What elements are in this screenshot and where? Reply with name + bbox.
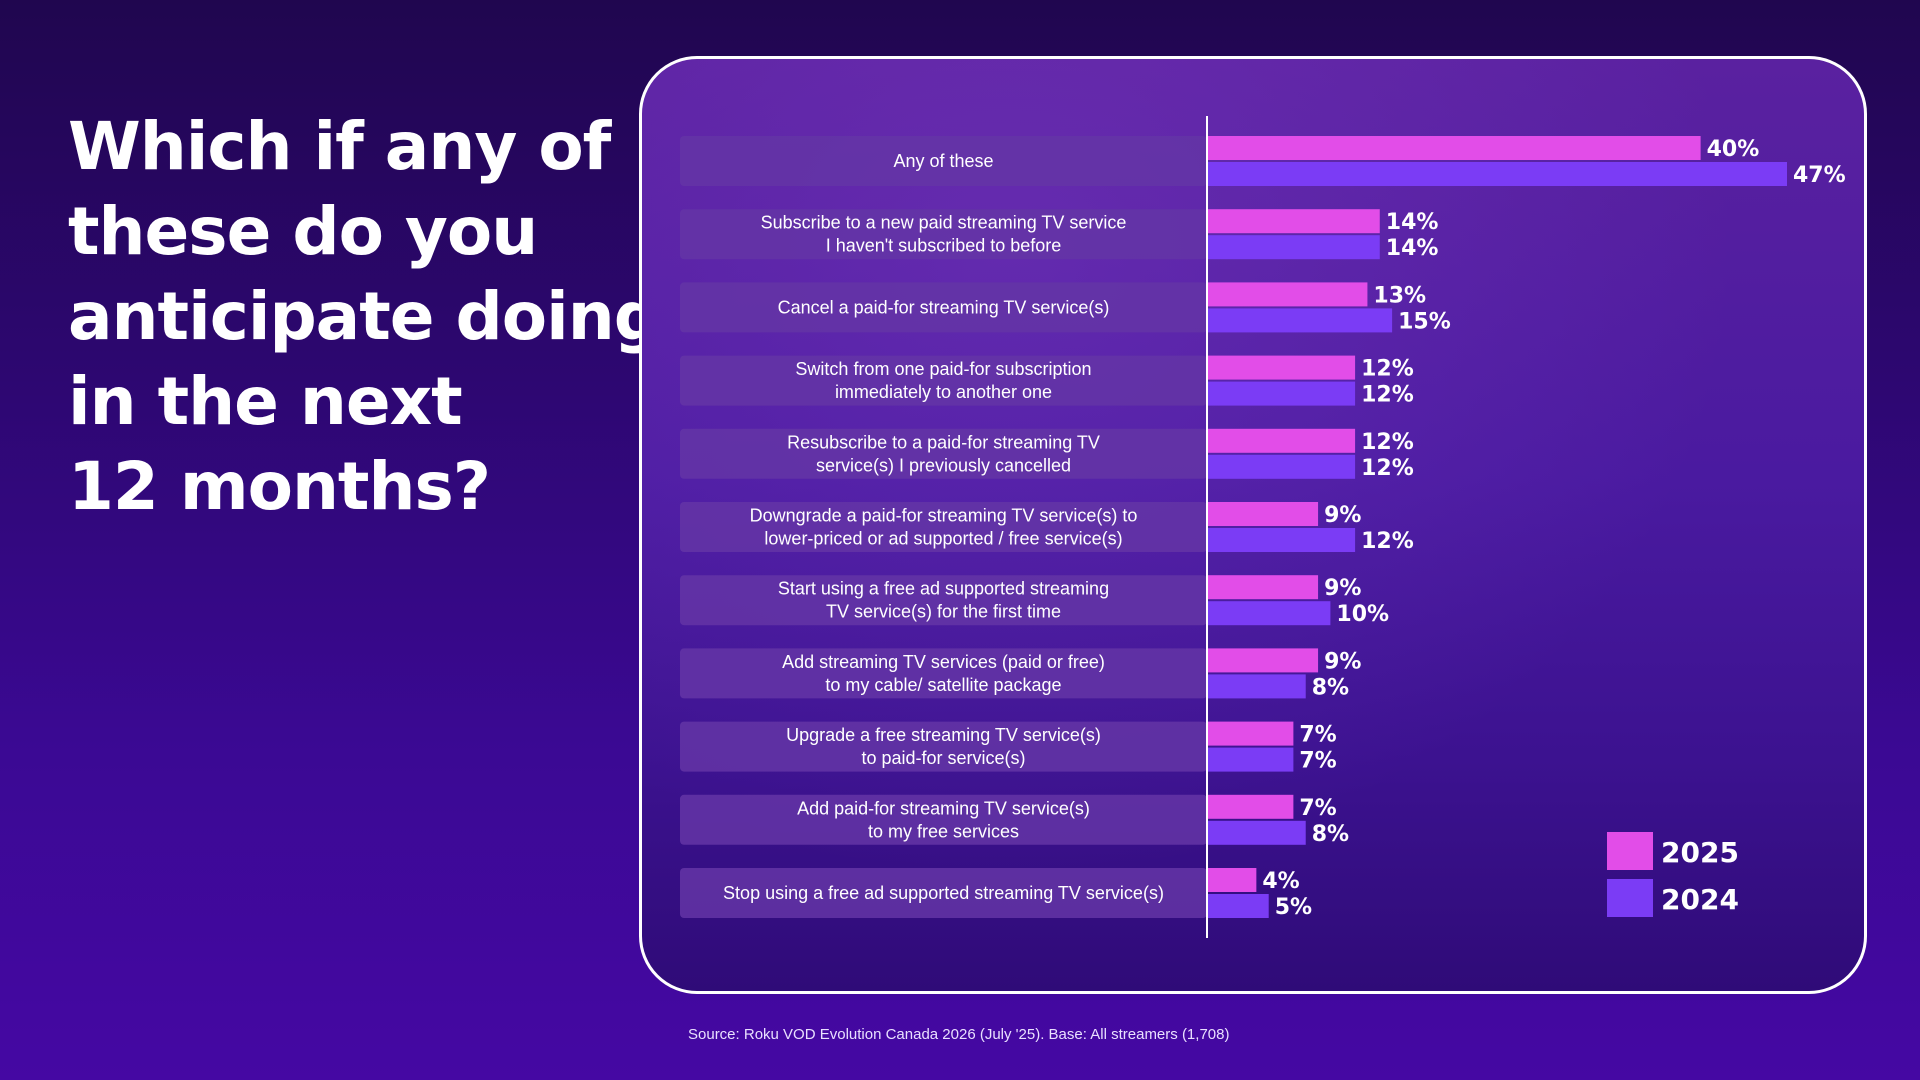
bar-2025 bbox=[1207, 794, 1294, 819]
bar-2024 bbox=[1207, 528, 1356, 552]
bar-2025 bbox=[1207, 575, 1319, 600]
bar-2025 bbox=[1207, 428, 1356, 453]
bar-2025 bbox=[1207, 502, 1319, 526]
bar-2025 bbox=[1207, 136, 1701, 160]
category-label: Cancel a paid-for streaming TV service(s… bbox=[778, 297, 1110, 317]
value-label-2024: 47% bbox=[1793, 163, 1846, 188]
bar-2024 bbox=[1207, 308, 1393, 333]
bar-2025 bbox=[1207, 721, 1294, 746]
category-label: Switch from one paid-for subscription bbox=[795, 359, 1091, 379]
legend-swatch-2024 bbox=[1607, 879, 1653, 917]
bar-2024 bbox=[1207, 747, 1294, 772]
category-label-box bbox=[680, 648, 1207, 699]
category-label-box bbox=[680, 428, 1207, 479]
value-label-2025: 13% bbox=[1373, 283, 1426, 308]
category-label: to my cable/ satellite package bbox=[825, 675, 1061, 695]
value-label-2025: 14% bbox=[1386, 210, 1439, 235]
category-label: Stop using a free ad supported streaming… bbox=[723, 883, 1164, 903]
category-label: Add streaming TV services (paid or free) bbox=[782, 652, 1105, 672]
value-label-2025: 7% bbox=[1299, 723, 1336, 748]
value-label-2025: 12% bbox=[1361, 357, 1414, 382]
headline-line: these do you bbox=[68, 193, 538, 270]
bar-2024 bbox=[1207, 162, 1787, 186]
bar-2024 bbox=[1207, 820, 1306, 845]
category-label-box bbox=[680, 721, 1207, 772]
headline-line: 12 months? bbox=[68, 448, 491, 525]
headline: Which if any of these do you anticipate … bbox=[68, 104, 661, 529]
value-label-2025: 9% bbox=[1324, 503, 1361, 528]
value-label-2025: 9% bbox=[1324, 649, 1361, 674]
category-label-box bbox=[680, 136, 1207, 186]
source-note: Source: Roku VOD Evolution Canada 2026 (… bbox=[688, 1026, 1230, 1043]
headline-line: in the next bbox=[68, 363, 463, 440]
value-label-2024: 12% bbox=[1361, 456, 1414, 481]
bar-2024 bbox=[1207, 894, 1269, 918]
category-label: to paid-for service(s) bbox=[861, 748, 1025, 768]
category-label: I haven't subscribed to before bbox=[826, 236, 1062, 256]
value-label-2025: 40% bbox=[1707, 137, 1760, 162]
category-label-box bbox=[680, 355, 1207, 406]
category-label: immediately to another one bbox=[835, 382, 1052, 402]
legend-label-2025: 2025 bbox=[1661, 836, 1739, 869]
bar-2025 bbox=[1207, 355, 1356, 380]
value-label-2024: 5% bbox=[1275, 895, 1312, 920]
bar-2024 bbox=[1207, 674, 1306, 699]
category-label: lower-priced or ad supported / free serv… bbox=[764, 529, 1122, 549]
bar-2025 bbox=[1207, 209, 1380, 234]
value-label-2024: 10% bbox=[1336, 602, 1389, 627]
legend-swatch-2025 bbox=[1607, 832, 1653, 870]
category-label: Resubscribe to a paid-for streaming TV bbox=[787, 432, 1100, 452]
bar-2025 bbox=[1207, 282, 1368, 307]
category-label: Downgrade a paid-for streaming TV servic… bbox=[750, 506, 1138, 526]
value-label-2024: 15% bbox=[1398, 309, 1451, 334]
legend-label-2024: 2024 bbox=[1661, 883, 1739, 916]
value-label-2025: 7% bbox=[1299, 796, 1336, 821]
value-label-2024: 8% bbox=[1312, 822, 1349, 847]
headline-line: Which if any of bbox=[68, 108, 611, 185]
value-label-2024: 12% bbox=[1361, 383, 1414, 408]
category-label-box bbox=[680, 209, 1207, 260]
bar-2024 bbox=[1207, 381, 1356, 406]
category-label: TV service(s) for the first time bbox=[826, 602, 1061, 622]
value-label-2024: 8% bbox=[1312, 675, 1349, 700]
bar-2025 bbox=[1207, 648, 1319, 673]
headline-line: anticipate doing bbox=[68, 278, 661, 355]
category-label: Start using a free ad supported streamin… bbox=[778, 579, 1109, 599]
category-label-box bbox=[680, 575, 1207, 626]
category-label: Upgrade a free streaming TV service(s) bbox=[786, 725, 1101, 745]
value-label-2024: 14% bbox=[1386, 236, 1439, 261]
category-label-box bbox=[680, 502, 1207, 552]
bar-2024 bbox=[1207, 601, 1331, 626]
category-label: to my free services bbox=[868, 821, 1019, 841]
value-label-2024: 7% bbox=[1299, 749, 1336, 774]
value-label-2025: 4% bbox=[1262, 869, 1299, 894]
category-label-box bbox=[680, 282, 1207, 333]
category-label: service(s) I previously cancelled bbox=[816, 455, 1071, 475]
category-label: Any of these bbox=[893, 151, 993, 171]
value-label-2024: 12% bbox=[1361, 529, 1414, 554]
value-label-2025: 9% bbox=[1324, 576, 1361, 601]
bar-2024 bbox=[1207, 235, 1380, 260]
category-label-box bbox=[680, 868, 1207, 918]
bar-2024 bbox=[1207, 454, 1356, 479]
category-label-box bbox=[680, 794, 1207, 845]
value-label-2025: 12% bbox=[1361, 430, 1414, 455]
category-label: Subscribe to a new paid streaming TV ser… bbox=[761, 213, 1127, 233]
category-label: Add paid-for streaming TV service(s) bbox=[797, 798, 1090, 818]
bar-2025 bbox=[1207, 868, 1257, 892]
